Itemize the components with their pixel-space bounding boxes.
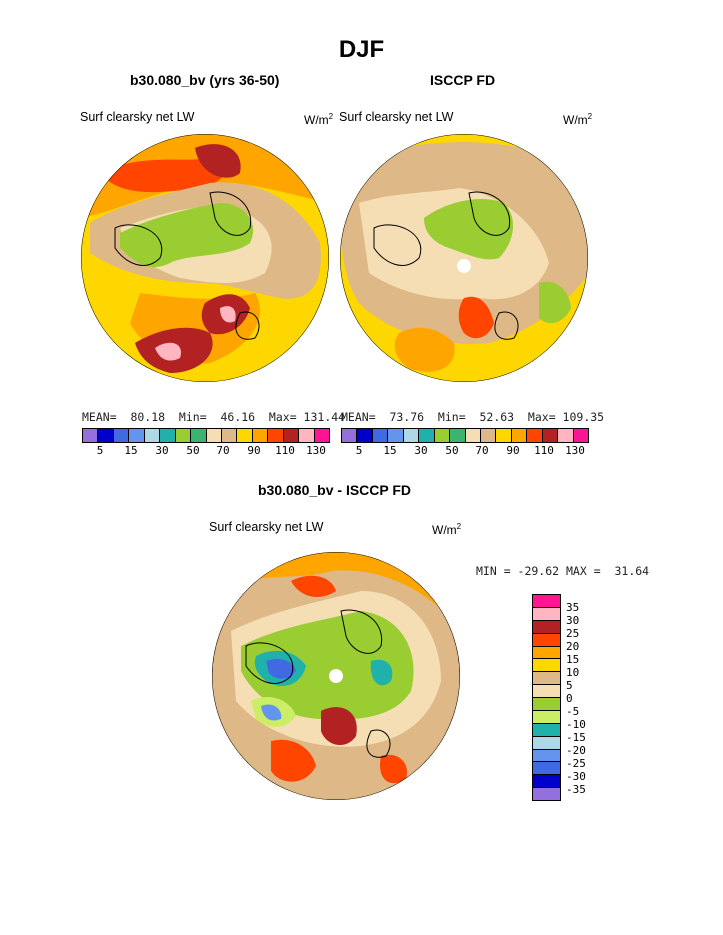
panel2-colorbar-label: 30 (414, 444, 428, 457)
diff-colorbar-label: 10 (566, 666, 580, 679)
panel1-colorbar-label: 130 (306, 444, 326, 457)
panel2-colorbar-swatch (403, 429, 420, 442)
diff-colorbar-label: -20 (566, 744, 586, 757)
panel1-colorbar-swatch (299, 429, 315, 442)
diff-colorbar-label: -15 (566, 731, 586, 744)
diff-colorbar-swatch (533, 620, 560, 634)
panel1-colorbar-label: 50 (186, 444, 200, 457)
panel1-unit-label: W/m2 (304, 112, 334, 127)
panel1-colorbar-swatch (98, 429, 114, 442)
panel3-variable-label: Surf clearsky net LW (209, 520, 324, 534)
panel2-colorbar-label: 90 (506, 444, 520, 457)
panel3-stats: MIN = -29.62 MAX = 31.64 (476, 564, 650, 578)
diff-colorbar-swatch (533, 723, 560, 737)
panel1-colorbar-swatch (175, 429, 192, 442)
diff-colorbar-swatch (533, 595, 560, 608)
panel1-colorbar-label: 30 (155, 444, 169, 457)
diff-colorbar-swatch (533, 736, 560, 750)
diff-colorbar-swatch (533, 607, 560, 621)
diff-colorbar-label: -30 (566, 770, 586, 783)
diff-colorbar-label: 0 (566, 692, 573, 705)
panel2-colorbar-swatch (465, 429, 481, 442)
panel1-colorbar-label: 110 (275, 444, 295, 457)
panel1-colorbar-label: 90 (247, 444, 261, 457)
panel2-colorbar-label: 5 (355, 444, 363, 457)
panel1-title: b30.080_bv (yrs 36-50) (130, 72, 280, 88)
panel1-colorbar-swatch (314, 429, 329, 442)
panel1-colorbar-swatch (283, 429, 300, 442)
panel2-colorbar-swatch (511, 429, 528, 442)
panel2-unit-label: W/m2 (563, 112, 593, 127)
panel2-colorbar-swatch (558, 429, 574, 442)
panel2-colorbar-swatch (527, 429, 543, 442)
diff-colorbar-label: -5 (566, 705, 580, 718)
panel1-colorbar-swatch (160, 429, 176, 442)
panel2-colorbar (341, 428, 589, 443)
panel2-colorbar-swatch (342, 429, 358, 442)
panel2-colorbar-swatch (573, 429, 588, 442)
panel3-title: b30.080_bv - ISCCP FD (258, 482, 412, 498)
panel2-colorbar-label: 70 (475, 444, 489, 457)
panel2-colorbar-swatch (434, 429, 451, 442)
panel1-stats: MEAN= 80.18 Min= 46.16 Max= 131.44 (82, 410, 346, 424)
panel2-colorbar-swatch (542, 429, 559, 442)
panel2-colorbar-swatch (357, 429, 373, 442)
panel2-colorbar-swatch (388, 429, 404, 442)
diff-colorbar-label: 25 (566, 627, 580, 640)
panel1-polar-map (81, 134, 329, 382)
diff-colorbar-swatch (533, 659, 560, 673)
panel2-title: ISCCP FD (430, 72, 496, 88)
diff-colorbar (532, 594, 561, 801)
diff-colorbar-swatch (533, 698, 560, 711)
panel3-unit-label: W/m2 (432, 522, 462, 537)
panel1-variable-label: Surf clearsky net LW (80, 110, 195, 124)
panel1-colorbar-label: 5 (96, 444, 104, 457)
diff-colorbar-swatch (533, 633, 560, 647)
panel2-variable-label: Surf clearsky net LW (339, 110, 454, 124)
diff-colorbar-label: 20 (566, 640, 580, 653)
panel1-colorbar-label: 15 (124, 444, 138, 457)
panel1-colorbar-swatch (83, 429, 99, 442)
panel2-stats: MEAN= 73.76 Min= 52.63 Max= 109.35 (341, 410, 605, 424)
figure-title: DJF (338, 36, 385, 63)
diff-colorbar-label: 5 (566, 679, 573, 692)
diff-colorbar-label: -10 (566, 718, 586, 731)
panel1-colorbar-swatch (206, 429, 222, 442)
diff-colorbar-swatch (533, 788, 560, 800)
diff-colorbar-swatch (533, 762, 560, 776)
panel1-colorbar-swatch (144, 429, 161, 442)
panel2-colorbar-swatch (480, 429, 497, 442)
diff-colorbar-swatch (533, 672, 560, 686)
panel3-polar-map (212, 552, 460, 800)
diff-colorbar-swatch (533, 775, 560, 789)
panel2-colorbar-label: 50 (445, 444, 459, 457)
panel1-colorbar-swatch (268, 429, 284, 442)
panel1-colorbar-swatch (191, 429, 207, 442)
diff-colorbar-label: 15 (566, 653, 580, 666)
panel2-colorbar-swatch (372, 429, 389, 442)
panel1-colorbar-swatch (252, 429, 269, 442)
panel2-colorbar-swatch (496, 429, 512, 442)
panel1-colorbar-swatch (221, 429, 238, 442)
diff-colorbar-label: 35 (566, 601, 580, 614)
diff-colorbar-swatch (533, 749, 560, 763)
panel1-colorbar-swatch (129, 429, 145, 442)
diff-colorbar-label: 30 (566, 614, 580, 627)
panel2-colorbar-label: 110 (534, 444, 554, 457)
panel2-colorbar-label: 130 (565, 444, 585, 457)
panel2-colorbar-swatch (419, 429, 435, 442)
panel1-colorbar-swatch (113, 429, 130, 442)
panel2-colorbar-label: 15 (383, 444, 397, 457)
panel1-colorbar (82, 428, 330, 443)
panel2-polar-map (340, 134, 588, 382)
panel1-colorbar-swatch (237, 429, 253, 442)
diff-colorbar-label: -35 (566, 783, 586, 796)
panel2-colorbar-swatch (450, 429, 466, 442)
diff-colorbar-swatch (533, 685, 560, 698)
diff-colorbar-swatch (533, 646, 560, 660)
panel1-colorbar-label: 70 (216, 444, 230, 457)
diff-colorbar-label: -25 (566, 757, 586, 770)
diff-colorbar-swatch (533, 710, 560, 724)
